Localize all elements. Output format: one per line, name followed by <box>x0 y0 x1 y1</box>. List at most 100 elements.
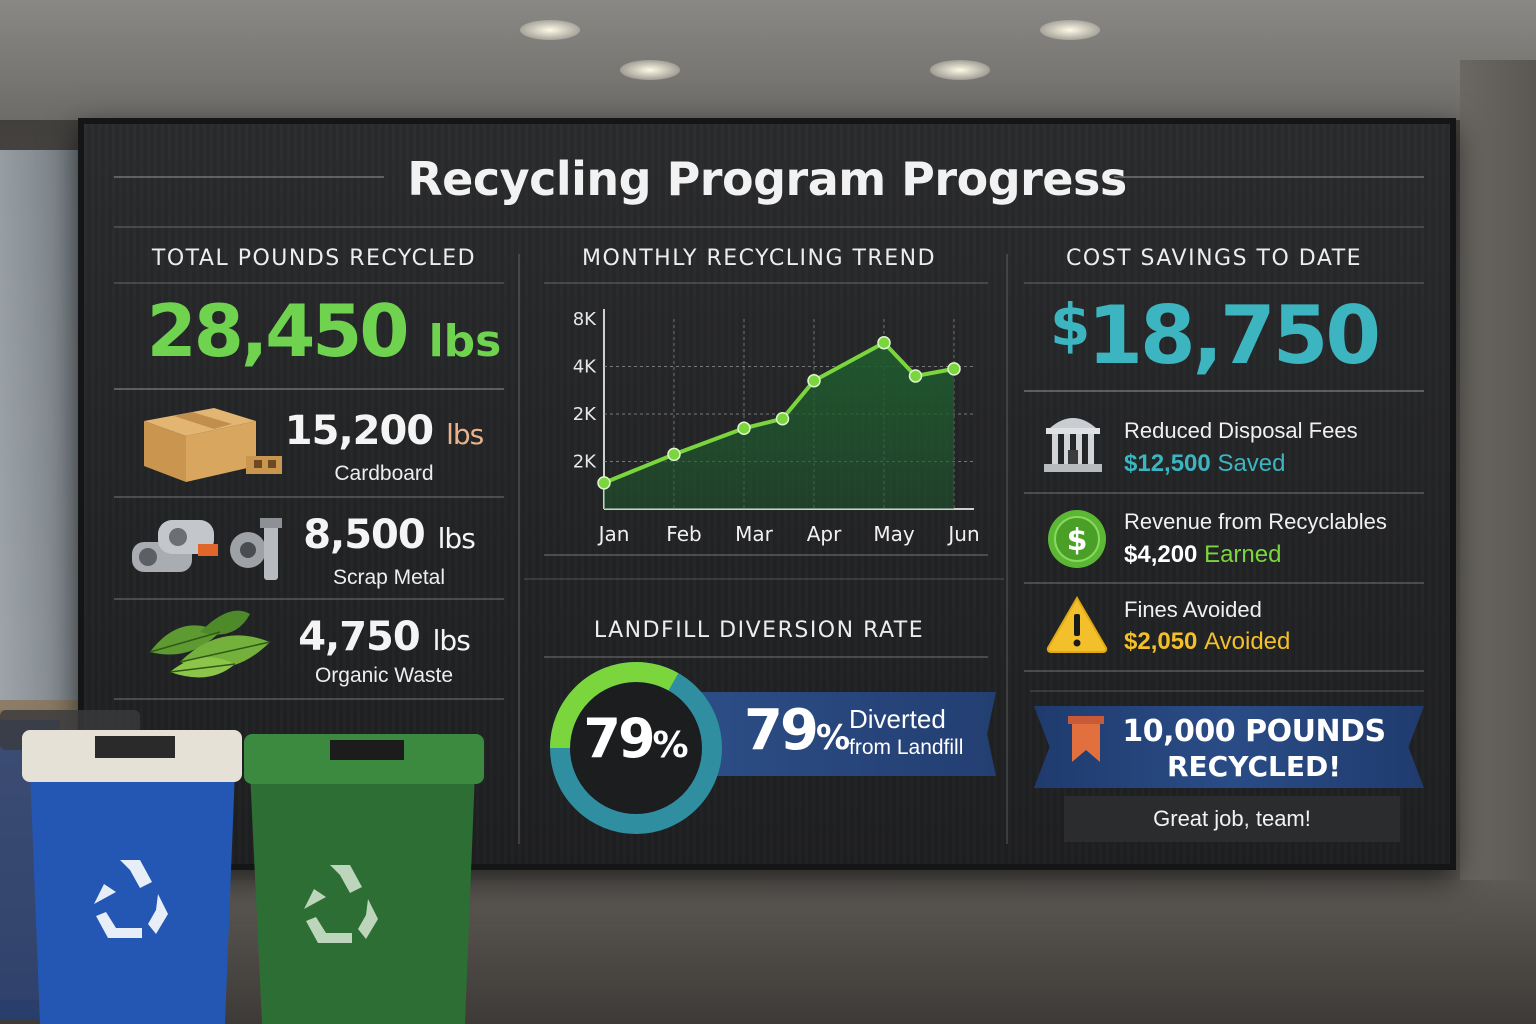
divider <box>114 226 1424 228</box>
diversion-line2: from Landfill <box>849 736 964 759</box>
savings-item-amount: $2,050 Avoided <box>1124 628 1290 656</box>
trend-area <box>604 342 954 509</box>
scrap-metal-number: 8,500 <box>303 512 426 558</box>
x-tick-label: Mar <box>735 522 774 546</box>
divider <box>544 554 988 556</box>
banner-percent-sign: % <box>815 718 851 758</box>
divider <box>114 698 504 700</box>
divider <box>114 598 504 600</box>
scrap-metal-label: Scrap Metal <box>332 566 446 589</box>
diversion-heading: LANDFILL DIVERSION RATE <box>593 618 925 643</box>
recycling-bins <box>0 710 484 1024</box>
divider <box>114 388 504 390</box>
diversion-banner-value: 79% <box>744 698 850 763</box>
cardboard-value: 15,200 lbs <box>274 408 494 454</box>
amount-number: $4,200 <box>1124 541 1198 568</box>
savings-currency: $ <box>1049 291 1090 359</box>
banner-number: 79 <box>744 698 819 763</box>
cardboard-box-icon <box>134 396 284 491</box>
y-tick-label: 2K <box>573 404 597 425</box>
ring-percent-sign: % <box>652 725 689 766</box>
scrap-metal-icon <box>128 502 298 591</box>
data-point <box>667 447 681 462</box>
ceiling-light <box>930 60 990 80</box>
total-heading: TOTAL POUNDS RECYCLED <box>151 246 477 271</box>
trend-line <box>603 340 955 485</box>
divider <box>1114 176 1424 178</box>
data-point <box>877 336 891 350</box>
bookmark-ribbon-icon <box>1068 716 1104 769</box>
ceiling <box>0 0 1536 120</box>
diversion-banner <box>696 692 996 776</box>
total-pounds-unit: lbs <box>428 316 502 367</box>
amount-word: Avoided <box>1204 628 1291 655</box>
floor <box>0 880 1536 1024</box>
office-window <box>0 150 80 710</box>
cardboard-label: Cardboard <box>334 462 434 485</box>
data-point <box>908 369 923 383</box>
ceiling-light <box>620 60 680 80</box>
divider <box>114 176 384 178</box>
column-divider <box>518 254 520 844</box>
divider <box>544 282 988 284</box>
milestone-sub-box <box>1064 796 1400 842</box>
column-divider <box>1006 254 1008 844</box>
savings-value: $18,750 <box>1024 289 1404 382</box>
wall <box>1460 60 1536 960</box>
divider <box>114 496 504 498</box>
savings-number: 18,750 <box>1087 289 1381 382</box>
svg-text:$: $ <box>1067 523 1088 558</box>
monthly-trend-chart: 8K 4K 2K 2K Jan Feb Mar Apr May Jun <box>573 309 980 546</box>
organic-number: 4,750 <box>298 614 421 660</box>
recycle-symbol-icon <box>304 865 378 943</box>
divider <box>114 282 504 284</box>
divider <box>1024 390 1424 392</box>
x-tick-label: Jun <box>946 522 979 546</box>
data-point <box>597 476 611 490</box>
divider <box>1024 492 1424 494</box>
dashboard-board: Recycling Program Progress TOTAL POUNDS … <box>78 118 1456 870</box>
ceiling-light <box>520 20 580 40</box>
x-tick-label: Jan <box>597 522 630 546</box>
milestone-line2: RECYCLED! <box>1166 750 1342 783</box>
x-tick-label: Apr <box>807 522 842 546</box>
y-tick-label: 4K <box>573 357 597 378</box>
y-tick-label: 2K <box>573 452 597 473</box>
ceiling-light <box>1040 20 1100 40</box>
data-point <box>947 362 961 376</box>
savings-item-amount: $12,500 Saved <box>1124 450 1286 478</box>
savings-item-title: Revenue from Recyclables <box>1124 509 1387 534</box>
divider <box>524 578 1004 580</box>
savings-item-title: Reduced Disposal Fees <box>1124 418 1358 443</box>
y-tick-label: 8K <box>573 309 597 330</box>
diversion-ring <box>550 662 722 834</box>
organic-label: Organic Waste <box>314 664 454 687</box>
amount-number: $2,050 <box>1124 628 1198 655</box>
x-tick-label: Feb <box>666 522 701 546</box>
warning-icon <box>1044 594 1110 659</box>
data-point <box>737 421 751 435</box>
chart-title: MONTHLY RECYCLING TREND <box>581 246 937 271</box>
total-pounds-value: 28,450 lbs <box>124 289 524 373</box>
recycle-symbol-icon <box>94 860 168 938</box>
page-title: Recycling Program Progress <box>407 152 1127 206</box>
diversion-line1: Diverted <box>849 704 946 734</box>
cardboard-unit: lbs <box>446 418 484 451</box>
organic-value: 4,750 lbs <box>274 614 494 660</box>
milestone-message: Great job, team! <box>1153 806 1311 831</box>
savings-item-amount: $4,200 Earned <box>1124 541 1281 569</box>
organic-unit: lbs <box>432 624 471 657</box>
dollar-coin-icon: $ <box>1046 508 1108 575</box>
data-point <box>775 412 790 426</box>
milestone-line1: 10,000 POUNDS <box>1122 714 1386 749</box>
amount-word: Saved <box>1217 450 1286 477</box>
diversion-ring-value: 79% <box>546 707 726 770</box>
leaves-icon <box>140 602 280 691</box>
building-icon <box>1040 408 1106 481</box>
scrap-metal-unit: lbs <box>437 522 476 555</box>
savings-item-title: Fines Avoided <box>1124 597 1262 622</box>
divider <box>1024 582 1424 584</box>
amount-number: $12,500 <box>1124 450 1211 477</box>
amount-word: Earned <box>1204 541 1282 568</box>
divider <box>544 656 988 658</box>
